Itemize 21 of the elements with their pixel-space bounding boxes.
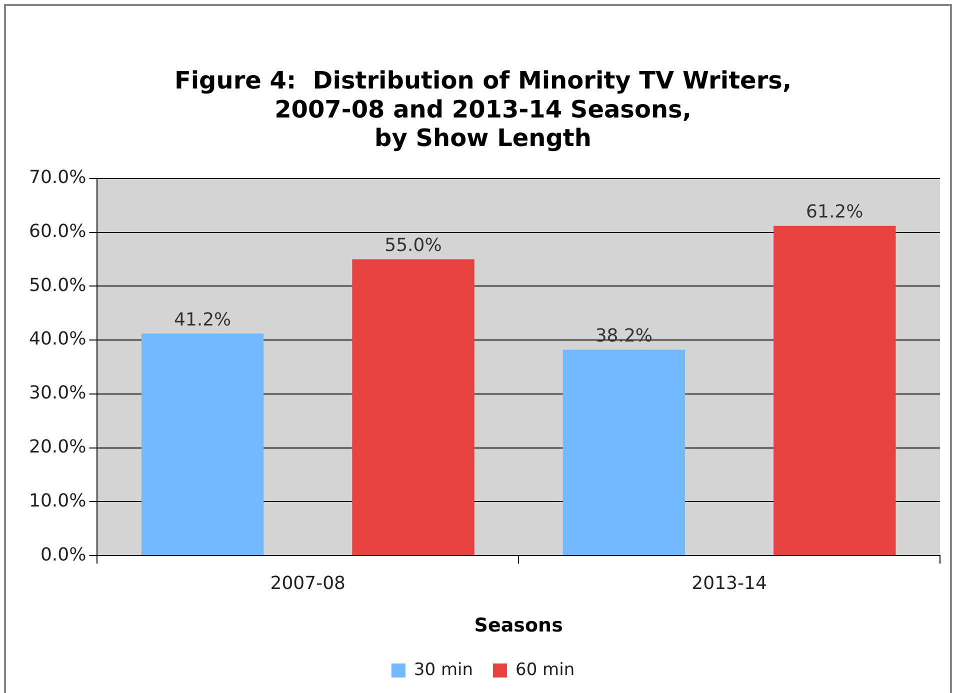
y-tick-label: 50.0% (28, 274, 86, 296)
bar (141, 334, 264, 556)
y-tick-label: 40.0% (28, 328, 86, 350)
bar (562, 350, 686, 556)
chart-title: Figure 4: Distribution of Minority TV Writers, 2007-08 and 2013-14 Seasons, by Show Length (174, 66, 792, 152)
bar (774, 226, 896, 556)
legend-label: 60 min (516, 660, 575, 680)
y-tick-label: 70.0% (28, 167, 86, 188)
legend-label: 30 min (414, 660, 473, 680)
data-label: 41.2% (174, 309, 232, 330)
y-tick-label: 30.0% (28, 382, 86, 404)
y-tick-label: 60.0% (28, 220, 86, 242)
y-tick-label: 0.0% (40, 544, 86, 566)
bar (352, 259, 474, 556)
x-axis-title: Seasons (474, 614, 563, 637)
y-tick-label: 10.0% (28, 490, 86, 512)
data-label: 55.0% (384, 234, 442, 256)
x-tick-label: 2007-08 (270, 573, 346, 594)
data-label: 61.2% (806, 201, 864, 222)
y-tick-label: 20.0% (28, 436, 86, 458)
x-tick-label: 2013-14 (692, 573, 767, 594)
